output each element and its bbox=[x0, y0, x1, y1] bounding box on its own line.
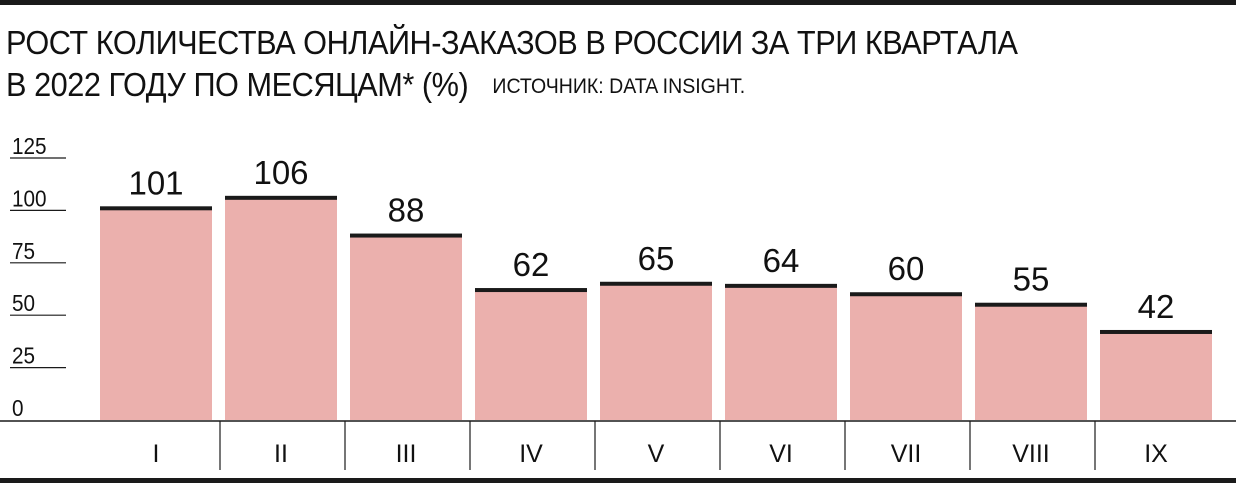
x-tick-label: III bbox=[396, 440, 417, 468]
bar bbox=[100, 208, 212, 420]
bottom-rule bbox=[0, 478, 1236, 483]
data-label: 62 bbox=[513, 246, 550, 283]
x-tick-label: V bbox=[648, 440, 665, 468]
x-tick-label: VI bbox=[769, 440, 793, 468]
data-label: 42 bbox=[1138, 288, 1175, 325]
x-tick-label: II bbox=[274, 440, 288, 468]
y-tick-label: 75 bbox=[12, 238, 35, 264]
bar-top-marker bbox=[475, 288, 587, 293]
y-tick-label: 0 bbox=[12, 395, 24, 421]
title-line-2-text: В 2022 ГОДУ ПО МЕСЯЦАМ* (%) bbox=[6, 66, 469, 103]
bar-top-marker bbox=[225, 195, 337, 200]
data-label: 106 bbox=[253, 154, 308, 191]
data-label: 55 bbox=[1013, 261, 1050, 298]
x-tick-label: IX bbox=[1144, 440, 1168, 468]
bar-top-marker bbox=[1100, 329, 1212, 334]
bar bbox=[725, 285, 837, 420]
bar-top-marker bbox=[725, 283, 837, 288]
bar-top-marker bbox=[975, 302, 1087, 307]
y-tick-label: 25 bbox=[12, 343, 35, 369]
bar bbox=[1100, 331, 1212, 420]
bar-top-marker bbox=[850, 292, 962, 297]
bar bbox=[225, 197, 337, 420]
y-tick-label: 125 bbox=[12, 133, 47, 159]
data-label: 88 bbox=[388, 192, 425, 229]
source-note: ИСТОЧНИК: DATA INSIGHT. bbox=[492, 75, 746, 98]
bar bbox=[600, 283, 712, 420]
x-tick-label: IV bbox=[519, 440, 543, 468]
title-line-1: РОСТ КОЛИЧЕСТВА ОНЛАЙН-ЗАКАЗОВ В РОССИИ … bbox=[6, 24, 1018, 61]
data-label: 64 bbox=[763, 242, 800, 279]
data-label: 60 bbox=[888, 250, 925, 287]
bar-top-marker bbox=[100, 206, 212, 211]
top-rule bbox=[0, 0, 1236, 5]
bar bbox=[350, 235, 462, 420]
x-tick-label: VII bbox=[891, 440, 922, 468]
x-tick-label: I bbox=[153, 440, 160, 468]
data-label: 65 bbox=[638, 240, 675, 277]
bar bbox=[975, 304, 1087, 420]
data-label: 101 bbox=[128, 164, 183, 201]
bar bbox=[850, 294, 962, 420]
bar-top-marker bbox=[600, 281, 712, 286]
bar-top-marker bbox=[350, 233, 462, 238]
bar bbox=[475, 290, 587, 420]
title-line-2: В 2022 ГОДУ ПО МЕСЯЦАМ* (%) ИСТОЧНИК: DAT… bbox=[6, 64, 1141, 108]
y-tick-label: 100 bbox=[12, 185, 47, 211]
chart-title: РОСТ КОЛИЧЕСТВА ОНЛАЙН-ЗАКАЗОВ В РОССИИ … bbox=[6, 22, 1141, 108]
y-tick-label: 50 bbox=[12, 290, 35, 316]
x-tick-label: VIII bbox=[1012, 440, 1050, 468]
